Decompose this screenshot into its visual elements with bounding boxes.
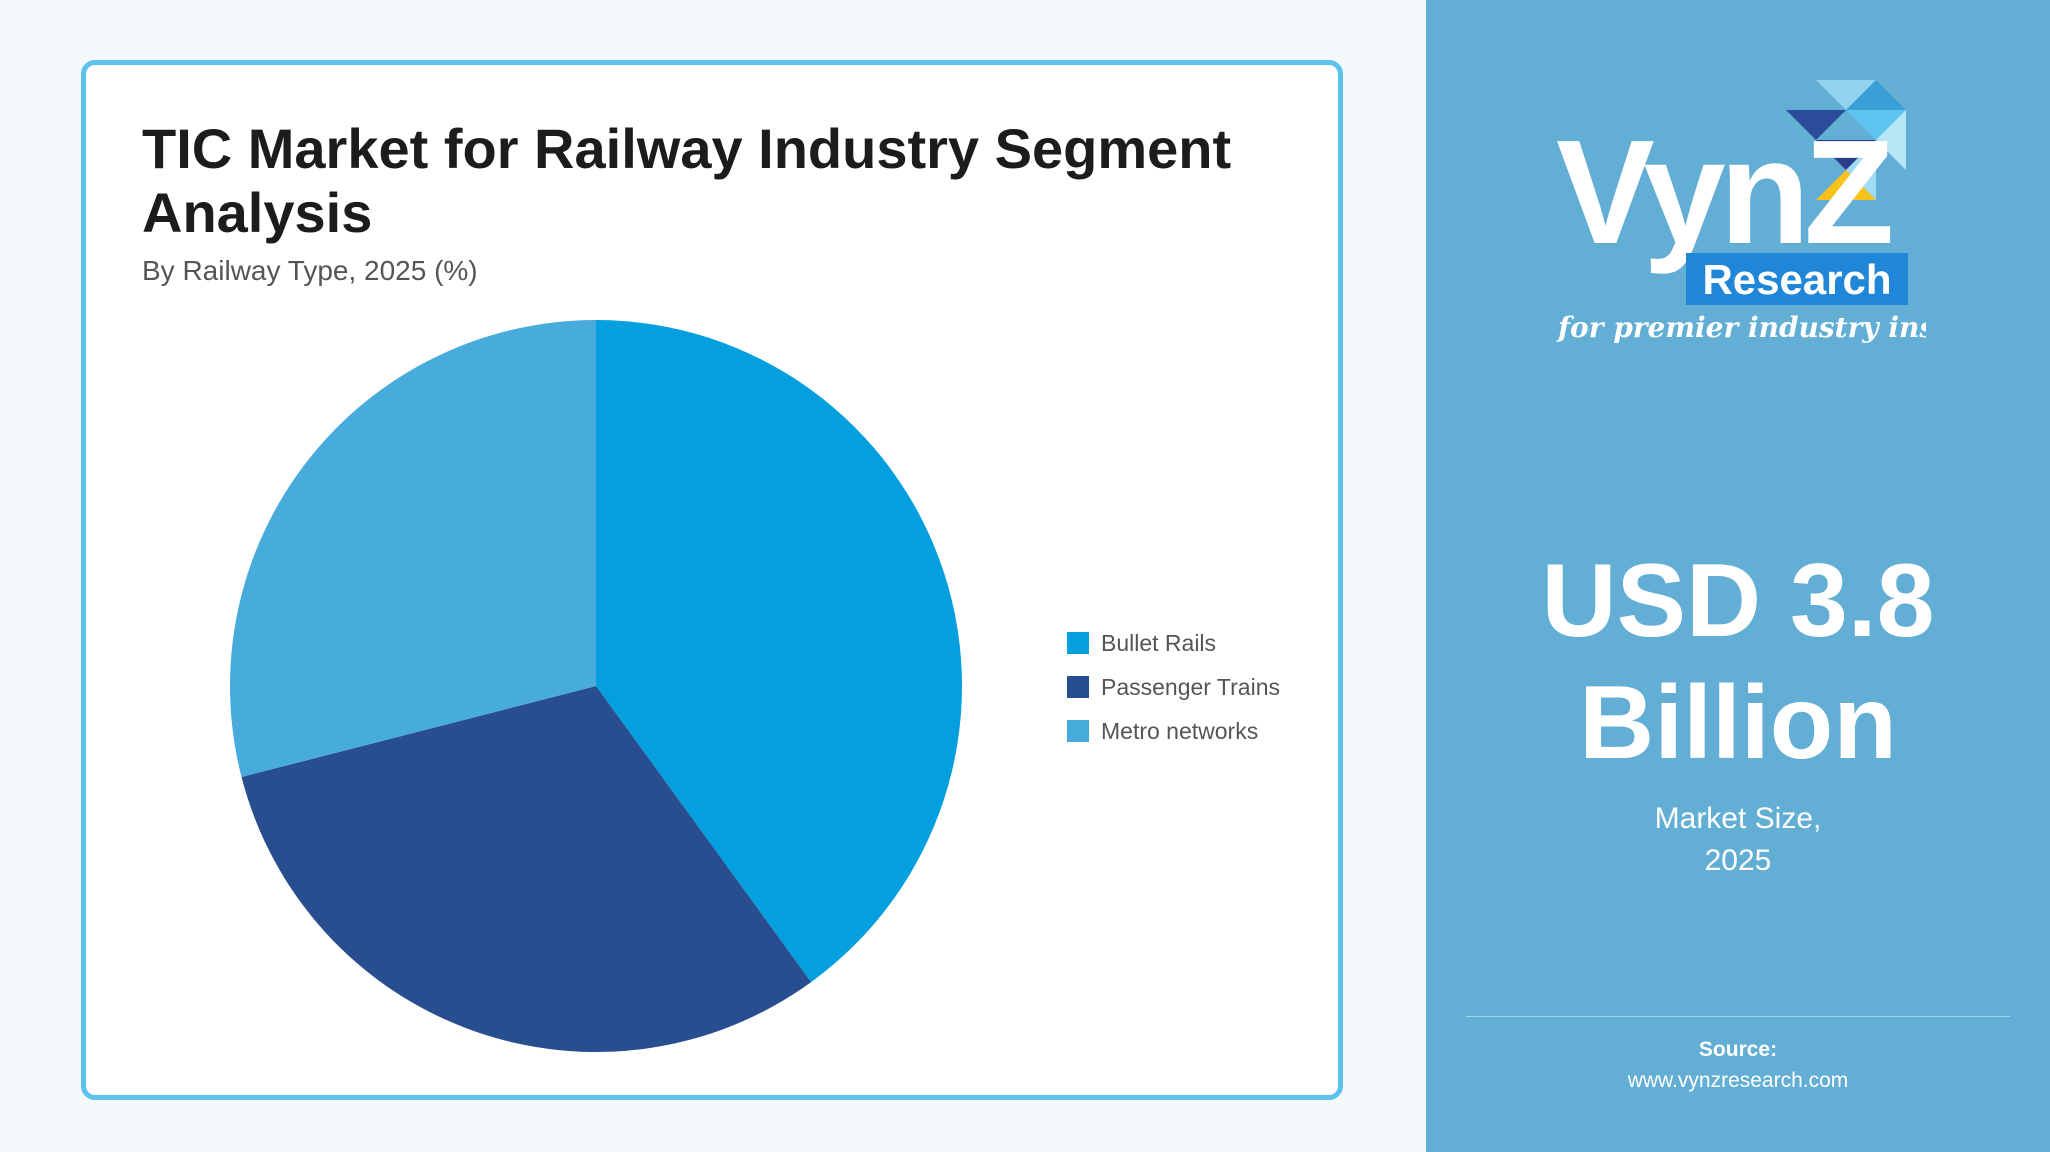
source-label: Source:	[1698, 1038, 1778, 1061]
pie-slice-metro-networks[interactable]	[230, 320, 596, 778]
logo-research-box	[1686, 253, 1908, 305]
logo-research-text: Research	[1702, 256, 1891, 303]
side-panel: VynZ Research for premier industry insig…	[1426, 0, 2050, 1152]
market-size-value-line-1: USD 3.8	[1541, 543, 1935, 659]
source-url[interactable]: www.vynzresearch.com	[1627, 1069, 1849, 1092]
market-size-caption: Market Size, 2025	[1426, 798, 2050, 882]
pie-slices	[230, 320, 963, 1052]
legend-label-passenger-trains: Passenger Trains	[1101, 674, 1280, 700]
legend-swatch-passenger-trains	[1067, 676, 1089, 698]
chart-title-line-1: TIC Market for Railway Industry Segment	[142, 117, 1232, 180]
chart-title-line-2: Analysis	[142, 181, 373, 244]
divider	[1466, 1016, 2010, 1017]
legend-label-bullet-rails: Bullet Rails	[1101, 630, 1216, 656]
market-size-value-line-2: Billion	[1579, 665, 1897, 781]
logo-tagline: for premier industry insights	[1556, 311, 1926, 344]
chart-title: TIC Market for Railway Industry Segment …	[142, 117, 1282, 245]
pie-slice-passenger-trains[interactable]	[241, 686, 812, 1052]
legend: Bullet Rails Passenger Trains Metro networ…	[1067, 630, 1280, 744]
pie-chart: Bullet Rails Passenger Trains Metro networ…	[230, 320, 1280, 1052]
chart-card: TIC Market for Railway Industry Segment …	[81, 60, 1343, 1100]
market-size-caption-line-2: 2025	[1704, 844, 1772, 877]
pie-slice-bullet-rails[interactable]	[596, 320, 963, 983]
market-size-caption-line-1: Market Size,	[1654, 802, 1822, 835]
logo-mosaic	[1786, 80, 1906, 200]
logo-word: VynZ	[1556, 110, 1891, 275]
legend-swatch-bullet-rails	[1067, 632, 1089, 654]
vynz-research-logo: VynZ Research for premier industry insig…	[1556, 80, 1926, 344]
legend-swatch-metro-networks	[1067, 720, 1089, 742]
market-size-value: USD 3.8 Billion	[1426, 540, 2050, 784]
legend-label-metro-networks: Metro networks	[1101, 718, 1258, 744]
chart-subtitle: By Railway Type, 2025 (%)	[142, 255, 478, 286]
